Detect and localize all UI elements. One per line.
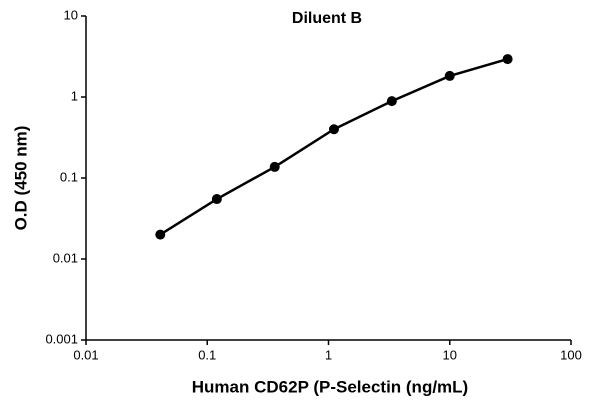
y-tick-label: 0.1 bbox=[60, 169, 78, 184]
y-tick-label: 1 bbox=[71, 88, 78, 103]
data-point bbox=[155, 229, 166, 240]
data-point bbox=[328, 124, 339, 135]
x-tick-label: 0.1 bbox=[198, 347, 216, 362]
y-tick-label: 0.01 bbox=[53, 250, 78, 265]
data-line bbox=[159, 57, 508, 236]
data-point bbox=[269, 161, 280, 172]
data-point bbox=[444, 70, 455, 81]
data-point bbox=[502, 54, 513, 65]
chart-title: Diluent B bbox=[292, 10, 362, 27]
data-point bbox=[211, 194, 222, 205]
x-axis-label: Human CD62P (P-Selectin (ng/mL) bbox=[192, 377, 468, 396]
x-tick-label: 1 bbox=[325, 347, 332, 362]
y-tick-label: 10 bbox=[64, 7, 78, 22]
x-tick-label: 10 bbox=[443, 347, 457, 362]
x-tick-label: 0.01 bbox=[73, 347, 98, 362]
y-axis-label: O.D (450 nm) bbox=[11, 126, 30, 231]
data-point bbox=[386, 96, 397, 107]
y-tick-label: 0.001 bbox=[45, 331, 78, 346]
x-tick-label: 100 bbox=[560, 347, 582, 362]
